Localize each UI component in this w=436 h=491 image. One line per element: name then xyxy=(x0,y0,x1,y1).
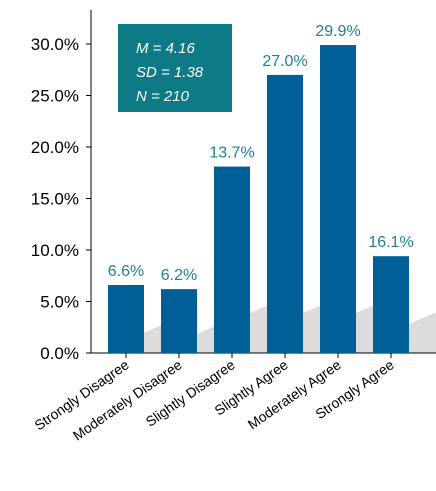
y-tick-label: 15.0% xyxy=(31,190,79,209)
bar-shadow xyxy=(409,312,436,353)
bars xyxy=(108,45,409,354)
data-label: 6.6% xyxy=(108,263,144,280)
y-tick-label: 0.0% xyxy=(40,344,79,363)
data-labels: 6.6% 6.2% 13.7% 27.0% 29.9% 16.1% xyxy=(108,23,414,284)
data-label: 13.7% xyxy=(209,145,254,162)
bar xyxy=(214,166,250,353)
bar xyxy=(108,285,144,353)
stats-line-mean: M = 4.16 xyxy=(136,40,195,57)
y-tick-label: 5.0% xyxy=(40,293,79,312)
category-label: Moderately Agree xyxy=(245,356,344,432)
bar xyxy=(161,289,197,353)
stats-line-sd: SD = 1.38 xyxy=(136,64,204,81)
y-tick-label: 20.0% xyxy=(31,138,79,157)
y-tick-label: 25.0% xyxy=(31,87,79,106)
stats-box-background xyxy=(118,24,232,112)
data-label: 27.0% xyxy=(262,53,307,70)
y-tick-label: 30.0% xyxy=(31,35,79,54)
data-label: 29.9% xyxy=(315,23,360,40)
stats-box: M = 4.16 SD = 1.38 N = 210 xyxy=(118,24,232,112)
data-label: 16.1% xyxy=(368,234,413,251)
data-label: 6.2% xyxy=(161,267,197,284)
bar xyxy=(320,45,356,353)
bar xyxy=(373,256,409,353)
stats-line-n: N = 210 xyxy=(136,88,190,105)
y-ticks: 0.0% 5.0% 10.0% 15.0% 20.0% 25.0% 30.0% xyxy=(31,35,91,363)
bar xyxy=(267,74,303,354)
y-tick-label: 10.0% xyxy=(31,241,79,260)
category-label: Slightly Disagree xyxy=(142,356,237,429)
